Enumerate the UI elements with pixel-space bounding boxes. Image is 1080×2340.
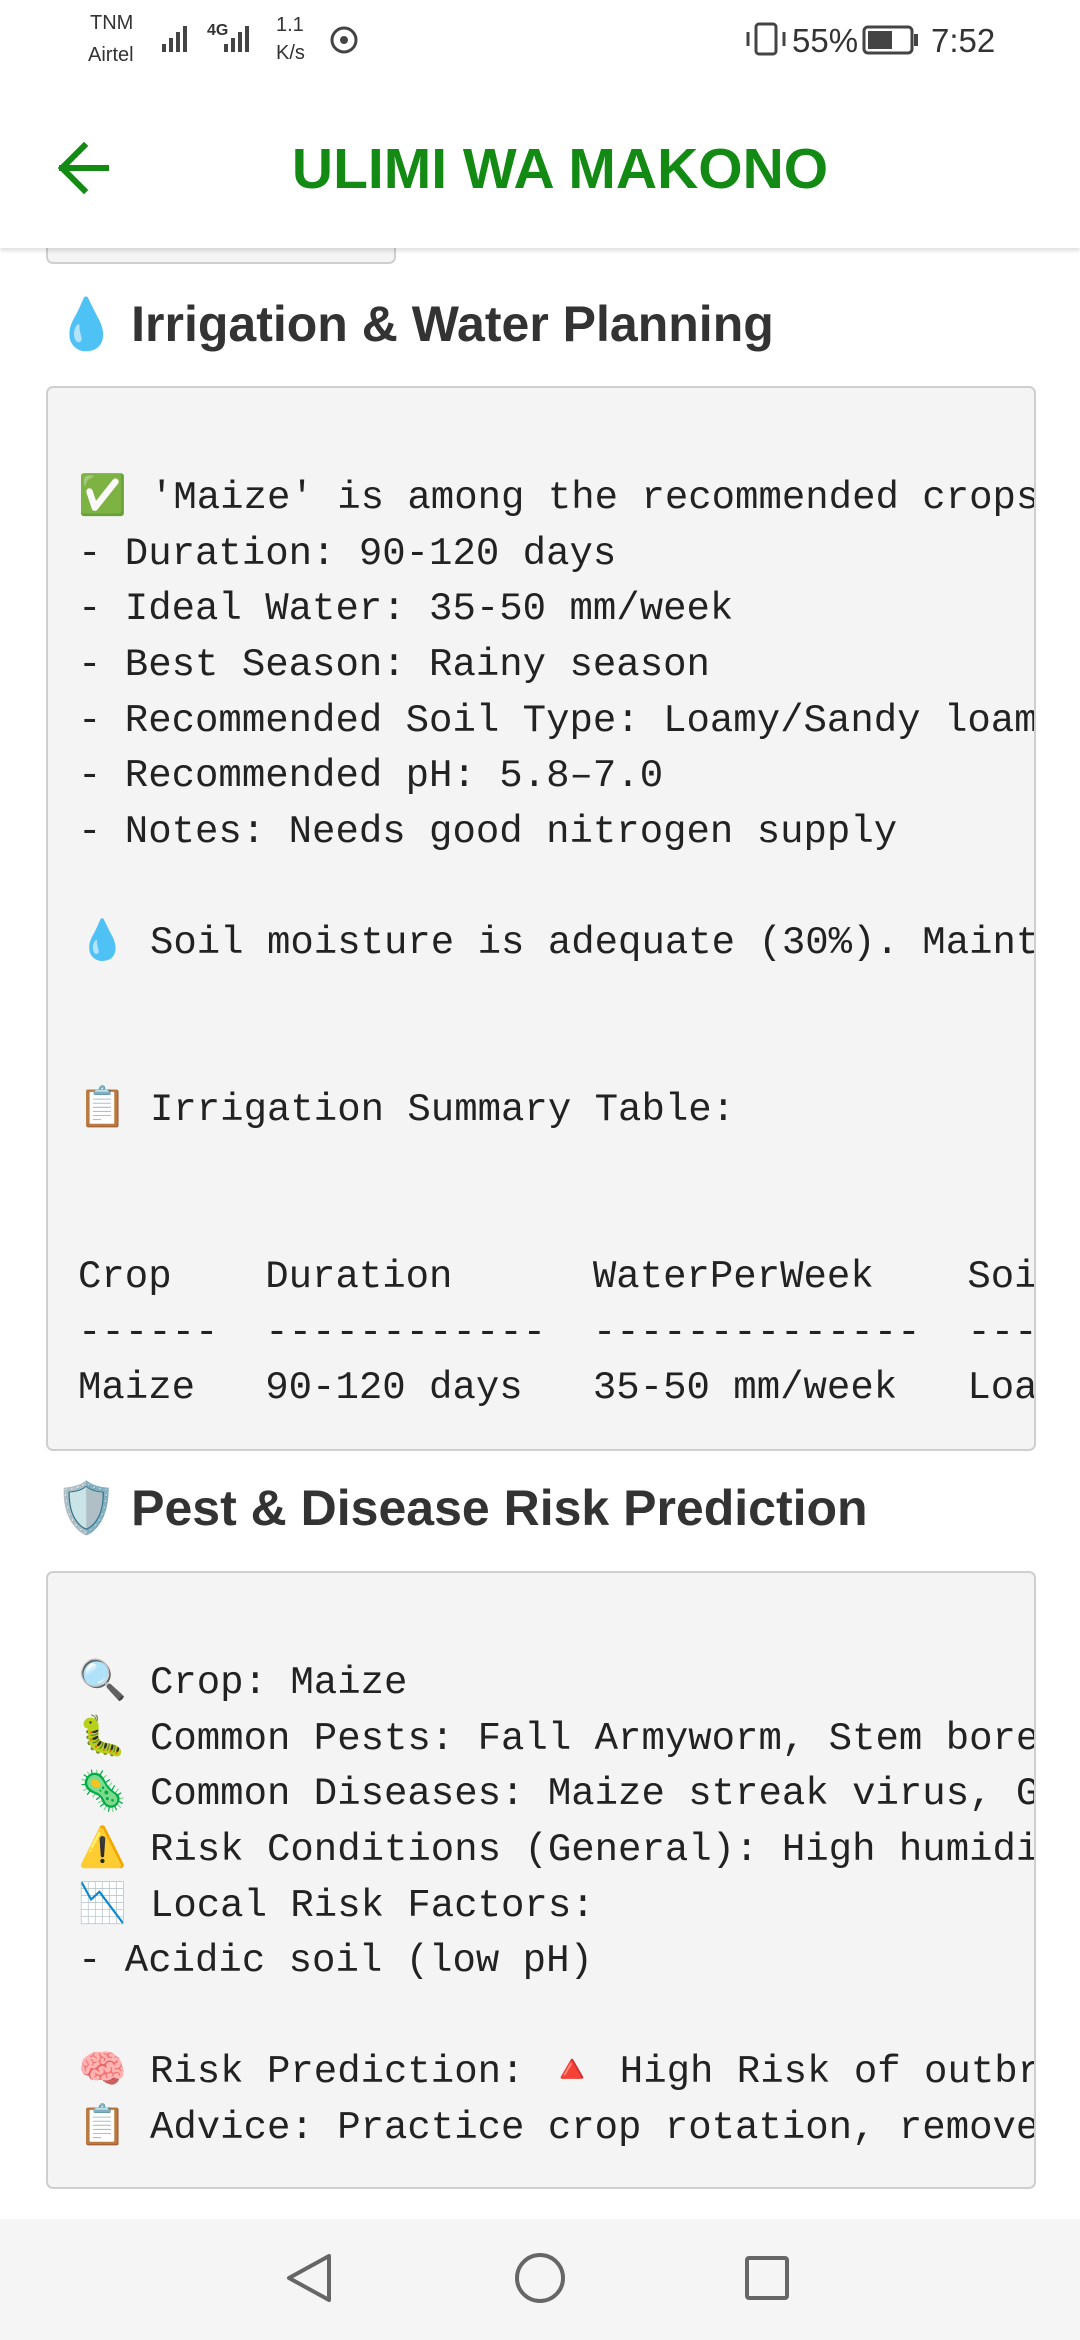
output-line: 📋 Advice: Practice crop rotation, remove <box>78 2106 1036 2150</box>
output-line: ✅ 'Maize' is among the recommended crops <box>78 476 1036 520</box>
battery-level: 55% <box>792 22 859 59</box>
hotspot-icon <box>330 26 358 54</box>
speed: 1.1 <box>276 14 304 36</box>
output-line: - Ideal Water: 35-50 mm/week <box>78 587 734 631</box>
section-heading: 🛡️ Pest & Disease Risk Prediction <box>55 1480 868 1536</box>
output-line: 🐛 Common Pests: Fall Armyworm, Stem bore <box>78 1717 1036 1761</box>
output-line: - Notes: Needs good nitrogen supply <box>78 810 898 854</box>
output-line: Crop Duration WaterPerWeek Soi <box>78 1255 1036 1299</box>
output-line: - Recommended pH: 5.8–7.0 <box>78 754 664 798</box>
output-line: - Best Season: Rainy season <box>78 643 710 687</box>
output-line: Maize 90-120 days 35-50 mm/week Loa <box>78 1366 1036 1410</box>
nav-home[interactable] <box>515 2253 565 2303</box>
output-line: ------ ------------ -------------- --- <box>78 1311 1036 1355</box>
output-line: 📉 Local Risk Factors: <box>78 1884 595 1928</box>
app-bar: ULIMI WA MAKONO <box>0 90 1080 248</box>
signal-type: 4G <box>207 22 229 39</box>
output-line: 📋 Irrigation Summary Table: <box>78 1088 736 1132</box>
output-line: - Duration: 90-120 days <box>78 532 617 576</box>
nav-back[interactable] <box>287 2254 331 2302</box>
output-box: 🔍 Crop: Maize 🐛 Common Pests: Fall Armyw… <box>46 1571 1036 2189</box>
vibrate-icon <box>746 22 786 56</box>
nav-bar <box>0 2219 1080 2340</box>
battery-icon <box>862 25 918 55</box>
output-line: 🔍 Crop: Maize <box>78 1661 408 1705</box>
back-button[interactable] <box>56 142 112 194</box>
nav-icons <box>287 2253 789 2303</box>
clock: 7:52 <box>931 22 996 59</box>
app-title: ULIMI WA MAKONO <box>291 137 829 201</box>
output-line: 💧 Soil moisture is adequate (30%). Maint <box>78 921 1036 965</box>
output-line: ⚠️ Risk Conditions (General): High humid… <box>78 1828 1036 1872</box>
signal-icons <box>162 26 249 52</box>
output-line: 🦠 Common Diseases: Maize streak virus, G <box>78 1772 1036 1816</box>
carrier: TNM <box>90 12 134 34</box>
output-line: - Acidic soil (low pH) <box>78 1939 593 1983</box>
nav-recents[interactable] <box>745 2256 789 2300</box>
network: Airtel <box>88 44 134 66</box>
section-heading: 💧 Irrigation & Water Planning <box>55 296 774 352</box>
output-line: 🧠 Risk Prediction: 🔺 High Risk of outbr <box>78 2050 1036 2094</box>
speed-unit: K/s <box>276 42 305 64</box>
output-line: - Recommended Soil Type: Loamy/Sandy loa… <box>78 699 1036 743</box>
output-box: ✅ 'Maize' is among the recommended crops… <box>46 386 1036 1451</box>
